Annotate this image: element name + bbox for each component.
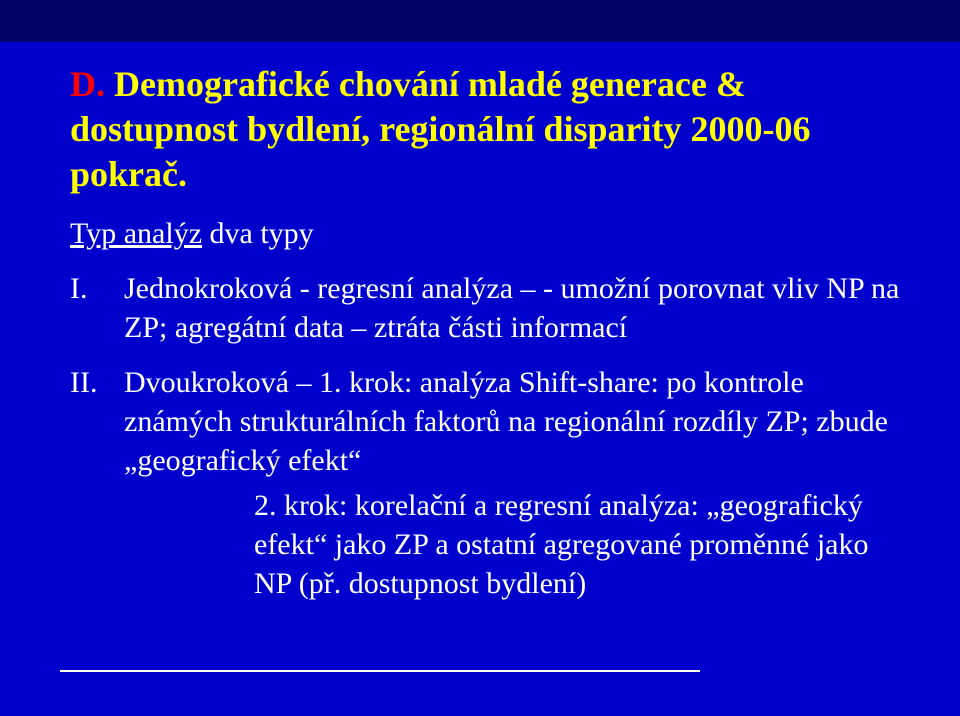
item-substep: 2. krok: korelační a regresní analýza: „… — [124, 486, 900, 603]
title-rest: Demografické chování mladé generace & do… — [70, 64, 811, 194]
item-text-main: Dvoukroková – 1. krok: analýza Shift-sha… — [124, 366, 888, 477]
item-text: Jednokroková - regresní analýza – - umož… — [124, 269, 900, 347]
slide-title: D. Demografické chování mladé generace &… — [70, 62, 900, 197]
title-lead: D. — [70, 64, 105, 104]
analysis-list: I. Jednokroková - regresní analýza – - u… — [70, 269, 900, 603]
item-number: II. — [70, 363, 124, 603]
subhead-underlined: Typ analýz — [70, 217, 202, 250]
header-bar — [0, 0, 960, 42]
footer-rule — [60, 670, 700, 672]
item-number: I. — [70, 269, 124, 347]
list-item: I. Jednokroková - regresní analýza – - u… — [70, 269, 900, 347]
subhead-suffix: dva typy — [202, 217, 314, 250]
list-item: II. Dvoukroková – 1. krok: analýza Shift… — [70, 363, 900, 603]
analysis-types-label: Typ analýz dva typy — [70, 217, 900, 251]
item-text: Dvoukroková – 1. krok: analýza Shift-sha… — [124, 363, 900, 603]
slide-body: D. Demografické chování mladé generace &… — [0, 42, 960, 603]
